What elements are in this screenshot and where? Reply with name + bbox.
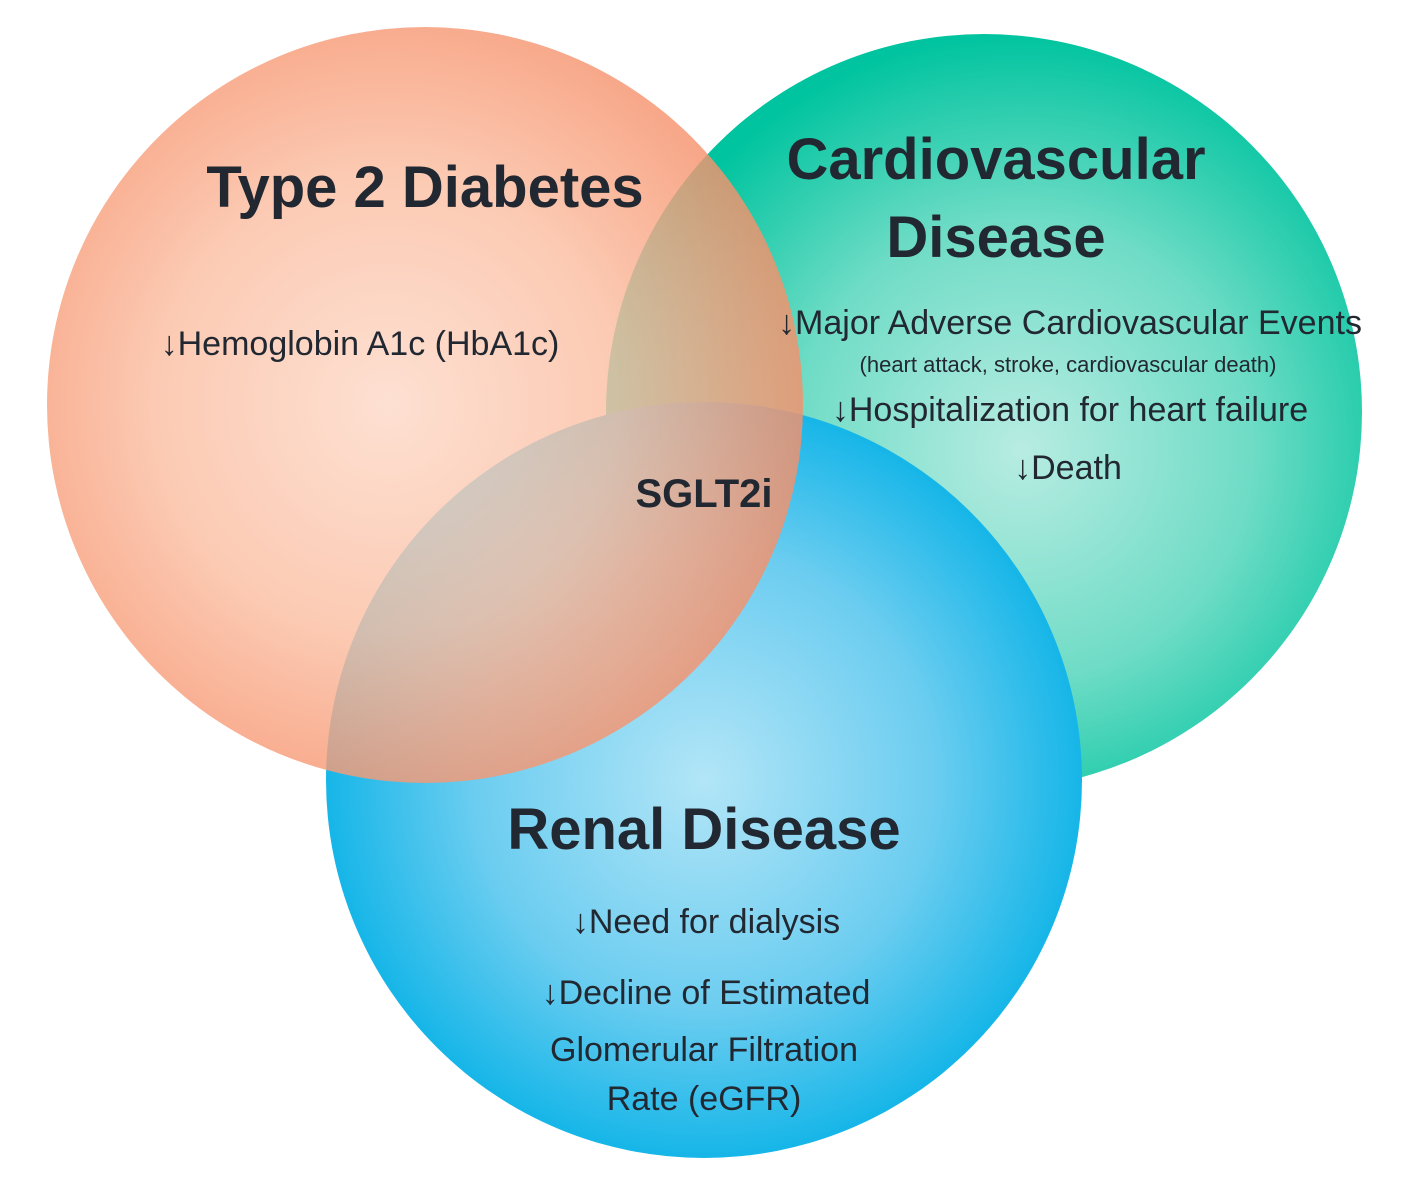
cardiovascular-title-line2: Disease	[886, 205, 1105, 270]
renal-item: Rate (eGFR)	[607, 1080, 802, 1118]
center-label: SGLT2i	[635, 472, 772, 516]
cardiovascular-item: ↓Hospitalization for heart failure	[832, 391, 1308, 429]
cardiovascular-title-line1: Cardiovascular	[786, 127, 1205, 192]
cardiovascular-item-note: (heart attack, stroke, cardiovascular de…	[860, 352, 1277, 377]
diabetes-item: ↓Hemoglobin A1c (HbA1c)	[161, 325, 560, 363]
diabetes-title: Type 2 Diabetes	[206, 155, 643, 220]
renal-item: Glomerular Filtration	[550, 1031, 858, 1069]
cardiovascular-item: ↓Major Adverse Cardiovascular Events	[778, 304, 1362, 342]
renal-title: Renal Disease	[507, 797, 900, 862]
diabetes-circle	[47, 27, 803, 783]
renal-item: ↓Decline of Estimated	[542, 974, 871, 1012]
renal-item: ↓Need for dialysis	[572, 903, 840, 941]
cardiovascular-item: ↓Death	[1014, 449, 1122, 487]
